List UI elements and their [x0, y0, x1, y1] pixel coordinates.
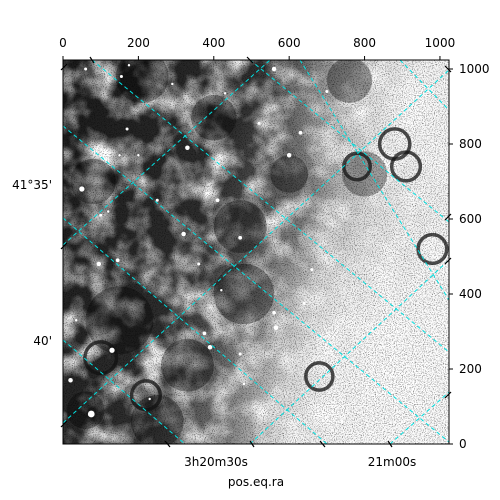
- star: [115, 258, 120, 263]
- right-tick-label: 1000: [459, 62, 490, 76]
- star: [223, 92, 227, 95]
- right-tick-label: 200: [459, 362, 482, 376]
- top-tick-label: 800: [353, 36, 376, 50]
- star: [119, 74, 123, 79]
- star: [197, 262, 201, 266]
- star: [171, 82, 174, 86]
- star: [242, 382, 246, 386]
- star: [340, 419, 344, 424]
- star: [310, 268, 314, 272]
- star: [207, 344, 213, 350]
- bubble-ring: [304, 361, 335, 392]
- star: [238, 235, 243, 240]
- grid-line: [249, 60, 449, 223]
- bubble-ring: [83, 340, 119, 376]
- star: [238, 352, 242, 356]
- star: [298, 130, 303, 135]
- star: [220, 289, 223, 292]
- star: [84, 67, 88, 71]
- ra-tick-hm: 3h20m: [184, 455, 226, 469]
- dec-tick-label: 41°35': [12, 178, 52, 192]
- grid-line: [63, 339, 186, 444]
- star: [109, 347, 115, 353]
- star: [202, 331, 207, 336]
- grid-line: [399, 60, 449, 111]
- star: [257, 121, 261, 125]
- star: [79, 186, 85, 192]
- plot-frame: [62, 59, 450, 445]
- ra-tick-labels: 3h20m30s 21m00s: [184, 455, 416, 469]
- star: [96, 261, 102, 267]
- star: [127, 64, 131, 67]
- coordinate-grid: [63, 60, 449, 444]
- star: [215, 198, 220, 203]
- star: [125, 127, 129, 131]
- right-tick-label: 0: [459, 437, 467, 451]
- star: [273, 325, 279, 331]
- top-tick-label: 600: [278, 36, 301, 50]
- image-area: [63, 60, 449, 444]
- top-tick-label: 1000: [425, 36, 456, 50]
- grid-line: [63, 125, 449, 443]
- grid-line: [63, 217, 328, 444]
- right-tick-label: 400: [459, 287, 482, 301]
- grid-line: [63, 60, 271, 246]
- star: [155, 198, 159, 202]
- right-tick-label: 600: [459, 212, 482, 226]
- star: [118, 154, 121, 157]
- grid-line: [63, 69, 449, 424]
- star: [74, 319, 78, 322]
- ra-tick-hm: 21m: [368, 455, 395, 469]
- top-tick-label: 0: [59, 36, 67, 50]
- right-pixel-axis: 0 200 400 600 800 1000: [449, 62, 490, 451]
- star: [181, 231, 186, 237]
- ra-tick-s: 30s: [226, 455, 248, 469]
- bubble-ring: [416, 232, 449, 266]
- star: [272, 310, 276, 315]
- star: [99, 213, 103, 217]
- dec-tick-labels: 41°35' 40': [12, 178, 52, 348]
- star: [87, 410, 95, 418]
- star: [185, 145, 190, 151]
- top-pixel-axis: 0 200 400 600 800 1000: [59, 36, 455, 60]
- bubble-ring: [377, 127, 412, 161]
- star: [286, 152, 292, 158]
- grid-line: [249, 259, 449, 444]
- right-tick-label: 800: [459, 137, 482, 151]
- star: [148, 397, 151, 401]
- x-axis-label: pos.eq.ra: [228, 475, 284, 489]
- star: [68, 377, 73, 383]
- star: [137, 154, 140, 157]
- top-tick-label: 400: [202, 36, 225, 50]
- grid-line: [299, 60, 449, 301]
- ra-tick-label: 3h20m30s: [184, 455, 248, 469]
- star: [325, 89, 329, 94]
- star: [107, 210, 110, 213]
- ra-tick-s: 00s: [395, 455, 417, 469]
- dec-tick-label: 40': [33, 334, 52, 348]
- grid-line: [389, 391, 449, 444]
- ra-tick-label: 21m00s: [368, 455, 417, 469]
- star: [271, 66, 277, 72]
- stars: [68, 64, 344, 424]
- top-tick-label: 200: [127, 36, 150, 50]
- world-axis-ticks: [60, 56, 452, 448]
- star: [302, 301, 306, 305]
- bubble-ring: [129, 379, 163, 412]
